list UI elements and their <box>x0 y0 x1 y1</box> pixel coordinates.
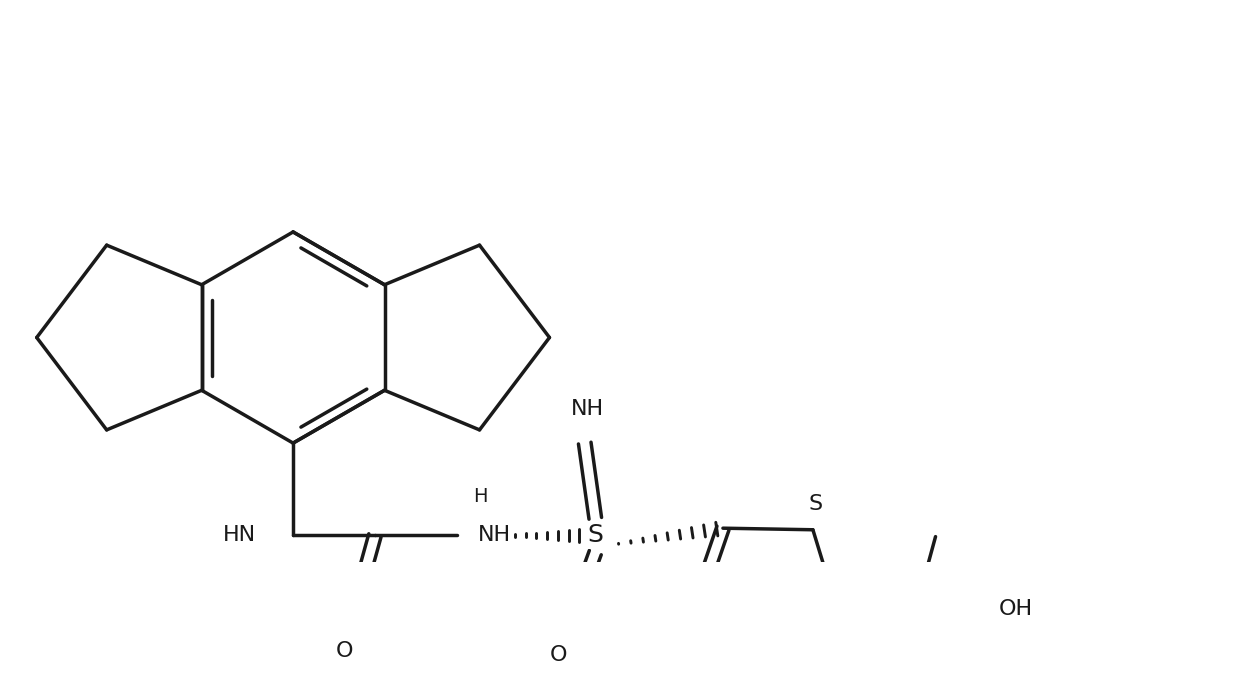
Text: H: H <box>473 488 487 506</box>
Text: O: O <box>336 641 354 661</box>
Text: OH: OH <box>999 599 1033 619</box>
Text: O: O <box>549 645 567 665</box>
Text: NH: NH <box>478 525 511 545</box>
Text: S: S <box>809 494 822 514</box>
Text: HN: HN <box>223 525 257 545</box>
Text: NH: NH <box>571 399 604 419</box>
Text: S: S <box>587 523 603 547</box>
